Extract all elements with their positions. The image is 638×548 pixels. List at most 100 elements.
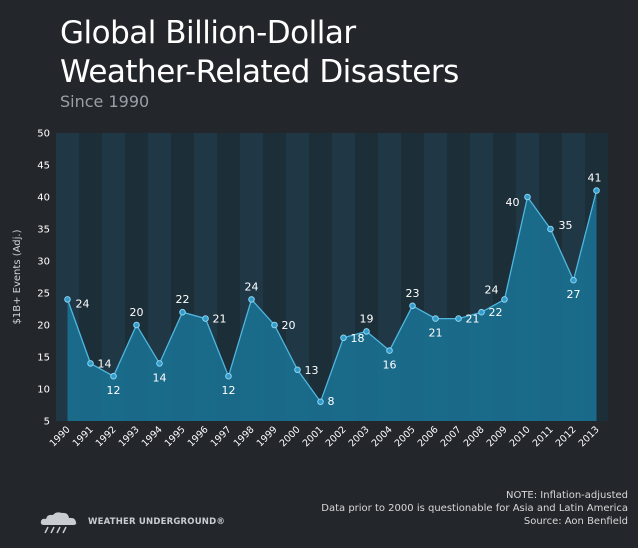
x-tick-2007: 2007 (439, 424, 464, 449)
notes: NOTE: Inflation-adjusted Data prior to 2… (321, 489, 628, 528)
band-1994 (148, 133, 171, 421)
x-tick-1993: 1993 (117, 424, 142, 449)
x-tick-1991: 1991 (71, 424, 96, 449)
x-tick-2012: 2012 (554, 424, 579, 449)
point-2009 (501, 296, 508, 303)
band-1997 (217, 133, 240, 421)
point-2004 (386, 347, 393, 354)
x-tick-1990: 1990 (48, 424, 73, 449)
point-1999 (271, 321, 278, 329)
point-2006 (432, 315, 439, 322)
band-2001 (309, 133, 332, 421)
data-label-1996: 21 (213, 313, 227, 326)
point-2013 (593, 187, 600, 194)
series-area (67, 190, 597, 421)
y-tick-45: 45 (37, 161, 50, 172)
point-1997 (225, 372, 232, 380)
x-tick-2000: 2000 (278, 424, 303, 449)
data-label-2011: 35 (559, 219, 573, 232)
point-2010 (524, 193, 531, 201)
data-label-1990: 24 (76, 297, 90, 310)
title-line-1: Global Billion-Dollar (60, 15, 356, 51)
point-2011 (547, 225, 554, 233)
note-source: Source: Aon Benfield (523, 516, 628, 527)
data-label-2009: 24 (485, 283, 499, 296)
data-label-1995: 22 (176, 293, 190, 306)
data-label-2000: 13 (305, 364, 319, 377)
data-label-2004: 16 (383, 359, 397, 372)
note-inflation: NOTE: Inflation-adjusted (505, 490, 628, 501)
data-label-2010: 40 (506, 196, 520, 209)
data-label-1992: 12 (107, 384, 121, 397)
point-2005 (409, 302, 416, 310)
x-tick-2008: 2008 (462, 424, 487, 449)
band-2000 (286, 133, 309, 421)
x-tick-1994: 1994 (140, 424, 165, 449)
data-label-2013: 41 (588, 172, 602, 185)
chart-subtitle: Since 1990 (60, 92, 150, 111)
data-label-2003: 19 (360, 312, 374, 325)
data-label-2002: 18 (351, 332, 365, 345)
band-1992 (102, 133, 125, 421)
x-tick-1997: 1997 (209, 424, 234, 449)
x-tick-2001: 2001 (301, 424, 326, 449)
point-1995 (179, 308, 186, 316)
point-2008 (478, 308, 485, 316)
y-tick-50: 50 (37, 129, 50, 140)
point-1994 (156, 360, 163, 367)
data-label-2006: 21 (429, 327, 443, 340)
point-2002 (340, 334, 347, 342)
y-tick-35: 35 (37, 225, 50, 236)
x-tick-1998: 1998 (232, 424, 257, 449)
point-1990 (64, 296, 71, 303)
data-label-1998: 24 (245, 280, 259, 293)
y-tick-40: 40 (37, 193, 50, 204)
x-tick-2009: 2009 (485, 424, 510, 449)
x-tick-2006: 2006 (416, 424, 441, 449)
x-tick-1999: 1999 (255, 424, 280, 449)
x-tick-1996: 1996 (186, 424, 211, 449)
x-tick-2003: 2003 (347, 424, 372, 449)
point-1993 (133, 321, 140, 329)
data-label-2007: 21 (466, 313, 480, 326)
data-label-1991: 14 (98, 357, 112, 370)
note-data-quality: Data prior to 2000 is questionable for A… (321, 503, 628, 514)
weather-underground-logo: WEATHER UNDERGROUND® (38, 509, 225, 535)
data-label-2005: 23 (406, 287, 420, 300)
y-tick-5: 5 (44, 417, 50, 428)
x-tick-2005: 2005 (393, 424, 418, 449)
x-tick-2010: 2010 (508, 424, 533, 449)
point-1996 (202, 315, 209, 322)
y-tick-20: 20 (37, 321, 50, 332)
data-label-1999: 20 (282, 319, 296, 332)
data-label-1997: 12 (222, 384, 236, 397)
data-label-2001: 8 (328, 395, 335, 408)
data-label-1994: 14 (153, 371, 167, 384)
x-tick-2002: 2002 (324, 424, 349, 449)
x-tick-2013: 2013 (577, 424, 602, 449)
x-tick-1995: 1995 (163, 424, 188, 449)
y-axis-label: $1B+ Events (Adj.) (12, 229, 23, 324)
x-tick-2011: 2011 (531, 424, 556, 449)
point-1991 (87, 360, 94, 367)
y-tick-25: 25 (37, 289, 50, 300)
y-tick-15: 15 (37, 353, 50, 364)
data-label-2008: 22 (489, 306, 503, 319)
x-tick-1992: 1992 (94, 424, 119, 449)
point-2012 (570, 276, 577, 284)
point-2007 (455, 315, 462, 322)
logo-text: WEATHER UNDERGROUND® (88, 517, 226, 527)
cloud-rain-icon (40, 512, 77, 534)
y-tick-10: 10 (37, 385, 50, 396)
series-line (66, 190, 598, 404)
title-line-2: Weather-Related Disasters (60, 54, 459, 90)
point-2000 (294, 366, 301, 374)
y-tick-30: 30 (37, 257, 50, 268)
x-tick-2004: 2004 (370, 424, 395, 449)
data-label-2012: 27 (567, 288, 581, 301)
point-2003 (363, 328, 370, 335)
point-1992 (110, 372, 117, 380)
data-label-1993: 20 (130, 306, 144, 319)
chart-title: Global Billion-Dollar Weather-Related Di… (60, 14, 459, 92)
